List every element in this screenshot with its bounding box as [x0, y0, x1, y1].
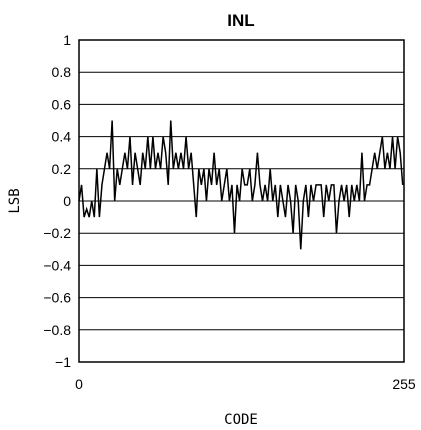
y-tick-label: −0.8 — [43, 322, 71, 338]
y-tick-label: 0.8 — [52, 64, 72, 80]
gridlines — [79, 71, 404, 331]
y-tick-label: 0.2 — [52, 161, 72, 177]
x-axis-label: CODE — [224, 412, 258, 428]
y-tick-label: 1 — [63, 32, 71, 48]
x-tick-label: 255 — [392, 376, 416, 392]
chart-title: INL — [227, 11, 254, 30]
inl-series-line — [78, 120, 404, 250]
y-tick-label: 0 — [63, 193, 71, 209]
y-tick-label: 0.6 — [52, 96, 72, 112]
y-tick-label: −0.6 — [43, 290, 71, 306]
y-tick-label: 0.4 — [52, 129, 72, 145]
y-axis-label: LSB — [7, 188, 23, 213]
y-tick-label: −1 — [55, 354, 71, 370]
y-tick-label: −0.2 — [43, 225, 71, 241]
x-tick-labels: 0 255 — [75, 376, 416, 392]
x-tick-label: 0 — [75, 376, 83, 392]
y-tick-labels: 1 0.8 0.6 0.4 0.2 0 −0.2 −0.4 −0.6 −0.8 −1 — [43, 32, 71, 370]
y-tick-label: −0.4 — [43, 257, 71, 273]
